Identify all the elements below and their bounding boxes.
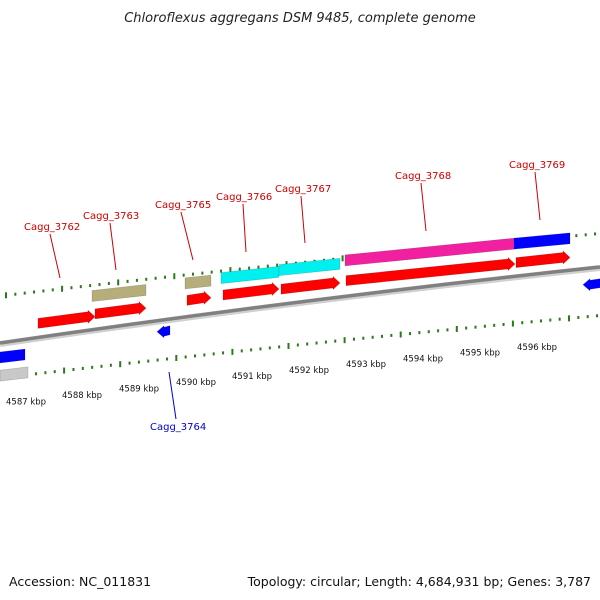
kbp-label: 4595 kbp xyxy=(460,349,500,359)
cds-cagg-3762 xyxy=(37,309,96,329)
hit-blue-left-edge xyxy=(0,348,26,364)
kbp-label: 4588 kbp xyxy=(62,391,102,401)
leader-line-cagg-3762 xyxy=(49,233,61,279)
map-title: Chloroflexus aggregans DSM 9485, complet… xyxy=(124,11,476,26)
feature-tracks xyxy=(0,232,600,382)
trna-cagg-3764 xyxy=(156,325,171,339)
kbp-label: 4590 kbp xyxy=(176,378,216,388)
cds-cagg-3765 xyxy=(186,290,212,306)
kbp-label-group: 4587 kbp 4588 kbp 4589 kbp 4590 kbp 4591 kbp… xyxy=(6,343,557,407)
leader-line-cagg-3765 xyxy=(180,211,194,261)
accession-text: Accession: NC_011831 xyxy=(9,574,151,589)
leader-line-cagg-3767 xyxy=(300,195,306,244)
hit-gray-left-edge xyxy=(0,366,29,382)
kbp-label: 4593 kbp xyxy=(346,360,386,370)
lower-tick-row xyxy=(7,314,599,381)
cds-cagg-3766 xyxy=(222,281,280,301)
trna-right-edge xyxy=(582,278,600,292)
leader-line-cagg-3766 xyxy=(242,203,247,253)
gene-label-cagg-3765: Cagg_3765 xyxy=(155,200,211,211)
hit-magenta-3768 xyxy=(344,237,516,267)
hit-olive-3763 xyxy=(91,284,147,302)
leader-line-cagg-3768 xyxy=(420,182,427,232)
genome-backbone xyxy=(0,265,600,345)
gene-label-cagg-3763: Cagg_3763 xyxy=(83,211,139,222)
gene-label-cagg-3767: Cagg_3767 xyxy=(275,184,331,195)
cds-cagg-3763 xyxy=(94,300,147,320)
kbp-label: 4592 kbp xyxy=(289,366,329,376)
kbp-label: 4594 kbp xyxy=(403,354,443,364)
kbp-label: 4591 kbp xyxy=(232,372,272,382)
backbone-shadow xyxy=(0,265,600,347)
leader-line-cagg-3769 xyxy=(534,171,541,221)
cds-cagg-3769 xyxy=(515,250,571,268)
genome-summary-text: Topology: circular; Length: 4,684,931 bp… xyxy=(247,574,591,589)
kbp-label: 4589 kbp xyxy=(119,384,159,394)
leader-line-cagg-3763 xyxy=(109,222,117,271)
hit-cyan-3767 xyxy=(278,257,341,277)
gene-label-cagg-3766: Cagg_3766 xyxy=(216,192,272,203)
gene-label-cagg-3762: Cagg_3762 xyxy=(24,222,80,233)
cds-cagg-3768 xyxy=(345,256,516,287)
gene-label-cagg-3764: Cagg_3764 xyxy=(150,422,206,433)
hit-olive-3765 xyxy=(184,274,212,290)
leader-line-cagg-3764 xyxy=(168,371,177,420)
gene-label-cagg-3768: Cagg_3768 xyxy=(395,171,451,182)
cds-cagg-3767 xyxy=(280,275,341,295)
hit-cyan-3766 xyxy=(220,266,280,284)
gene-label-cagg-3769: Cagg_3769 xyxy=(509,160,565,171)
kbp-label: 4596 kbp xyxy=(517,343,557,353)
kbp-label: 4587 kbp xyxy=(6,397,46,407)
hit-blue-3769 xyxy=(513,232,571,250)
